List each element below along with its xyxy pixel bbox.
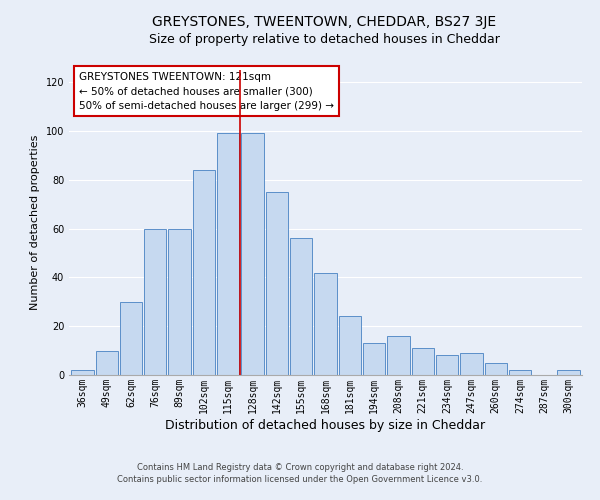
Bar: [120, 302, 142, 375]
Bar: [509, 370, 531, 375]
Bar: [557, 370, 580, 375]
Bar: [71, 370, 94, 375]
Bar: [241, 134, 264, 375]
Bar: [436, 356, 458, 375]
Bar: [217, 134, 239, 375]
Bar: [290, 238, 313, 375]
X-axis label: Distribution of detached houses by size in Cheddar: Distribution of detached houses by size …: [166, 418, 485, 432]
Text: Contains public sector information licensed under the Open Government Licence v3: Contains public sector information licen…: [118, 475, 482, 484]
Bar: [363, 344, 385, 375]
Bar: [314, 272, 337, 375]
Text: Size of property relative to detached houses in Cheddar: Size of property relative to detached ho…: [149, 32, 499, 46]
Bar: [338, 316, 361, 375]
Y-axis label: Number of detached properties: Number of detached properties: [30, 135, 40, 310]
Text: Contains HM Land Registry data © Crown copyright and database right 2024.: Contains HM Land Registry data © Crown c…: [137, 464, 463, 472]
Bar: [169, 228, 191, 375]
Bar: [460, 353, 482, 375]
Bar: [144, 228, 166, 375]
Bar: [266, 192, 288, 375]
Bar: [387, 336, 410, 375]
Bar: [95, 350, 118, 375]
Bar: [412, 348, 434, 375]
Text: GREYSTONES TWEENTOWN: 121sqm
← 50% of detached houses are smaller (300)
50% of s: GREYSTONES TWEENTOWN: 121sqm ← 50% of de…: [79, 72, 334, 111]
Text: GREYSTONES, TWEENTOWN, CHEDDAR, BS27 3JE: GREYSTONES, TWEENTOWN, CHEDDAR, BS27 3JE: [152, 15, 496, 29]
Bar: [485, 363, 507, 375]
Bar: [193, 170, 215, 375]
